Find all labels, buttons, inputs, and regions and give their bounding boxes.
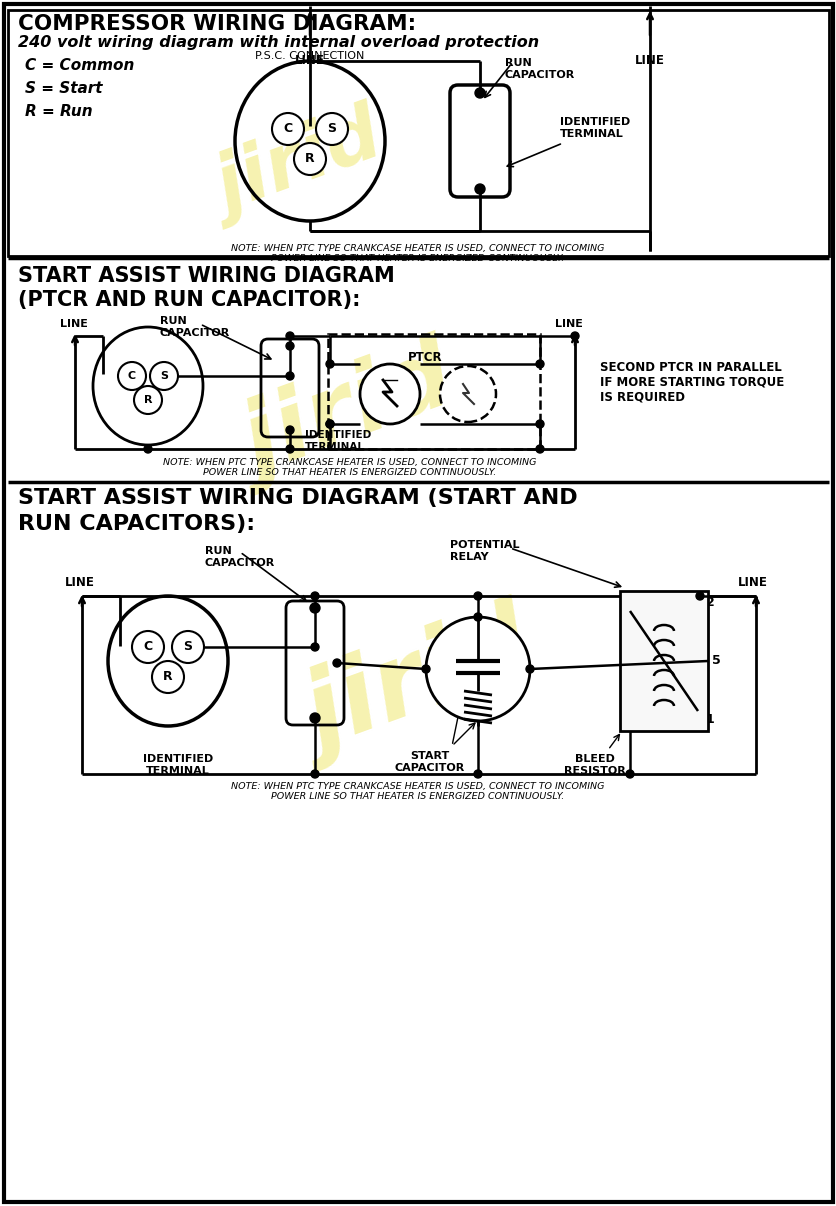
Bar [8,10,828,256]
Text: R: R [163,671,172,684]
Text: NOTE: WHEN PTC TYPE CRANKCASE HEATER IS USED, CONNECT TO INCOMING
POWER LINE SO : NOTE: WHEN PTC TYPE CRANKCASE HEATER IS … [231,781,604,802]
Text: SECOND PTCR IN PARALLEL
IF MORE STARTING TORQUE
IS REQUIRED: SECOND PTCR IN PARALLEL IF MORE STARTING… [599,361,783,404]
Circle shape [144,445,152,453]
Text: R = Run: R = Run [25,104,93,119]
Text: 5: 5 [711,655,720,667]
Text: RUN
CAPACITOR: RUN CAPACITOR [504,58,574,80]
Circle shape [311,592,319,601]
Circle shape [286,445,293,453]
Text: START ASSIST WIRING DIAGRAM: START ASSIST WIRING DIAGRAM [18,267,395,286]
Text: C: C [143,640,152,654]
Circle shape [535,420,543,428]
Circle shape [309,603,319,613]
Text: C: C [128,371,136,381]
Text: LINE: LINE [554,320,582,329]
Circle shape [132,631,164,663]
Text: S: S [160,371,168,381]
Circle shape [311,769,319,778]
Circle shape [421,665,430,673]
Text: IDENTIFIED
TERMINAL: IDENTIFIED TERMINAL [143,754,213,775]
Circle shape [293,144,325,175]
Circle shape [134,386,162,414]
Text: jirid: jirid [206,101,393,230]
Circle shape [535,361,543,368]
Text: COMPRESSOR WIRING DIAGRAM:: COMPRESSOR WIRING DIAGRAM: [18,14,415,34]
Text: NOTE: WHEN PTC TYPE CRANKCASE HEATER IS USED, CONNECT TO INCOMING
POWER LINE SO : NOTE: WHEN PTC TYPE CRANKCASE HEATER IS … [231,244,604,263]
Text: S = Start: S = Start [25,81,102,96]
Text: S: S [183,640,192,654]
Circle shape [475,88,484,98]
Circle shape [473,613,482,621]
Text: R: R [305,152,314,165]
Circle shape [286,426,293,434]
Circle shape [311,643,319,651]
Text: C: C [283,123,293,135]
Text: LINE: LINE [295,54,324,68]
Text: START
CAPACITOR: START CAPACITOR [395,751,465,773]
Text: RUN CAPACITORS):: RUN CAPACITORS): [18,514,255,534]
Text: IDENTIFIED
TERMINAL: IDENTIFIED TERMINAL [559,117,630,139]
Circle shape [426,617,529,721]
Circle shape [325,420,334,428]
Bar [328,334,539,449]
Text: (PTCR AND RUN CAPACITOR):: (PTCR AND RUN CAPACITOR): [18,289,360,310]
Text: P.S.C. CONNECTION: P.S.C. CONNECTION [255,51,364,62]
Text: jirid: jirid [232,334,468,497]
Text: 2: 2 [705,596,714,609]
Circle shape [150,362,178,390]
Text: LINE: LINE [737,576,767,590]
Circle shape [309,713,319,724]
Text: LINE: LINE [635,54,664,68]
Circle shape [286,371,293,380]
Circle shape [325,420,334,428]
Text: IDENTIFIED
TERMINAL: IDENTIFIED TERMINAL [304,431,371,451]
Circle shape [473,769,482,778]
Circle shape [696,592,703,601]
Circle shape [325,361,334,368]
Circle shape [286,343,293,350]
Circle shape [118,362,145,390]
Text: BLEED
RESISTOR: BLEED RESISTOR [563,754,625,775]
Circle shape [286,332,293,340]
Circle shape [272,113,303,145]
Circle shape [316,113,348,145]
Circle shape [152,661,184,693]
Text: C = Common: C = Common [25,58,135,74]
Text: LINE: LINE [60,320,88,329]
Text: 240 volt wiring diagram with internal overload protection: 240 volt wiring diagram with internal ov… [18,35,538,49]
Circle shape [333,658,340,667]
Text: RUN
CAPACITOR: RUN CAPACITOR [205,546,275,568]
Text: S: S [327,123,336,135]
Text: POTENTIAL
RELAY: POTENTIAL RELAY [450,540,519,562]
Text: LINE: LINE [65,576,94,590]
Circle shape [359,364,420,425]
Circle shape [171,631,204,663]
Circle shape [525,665,533,673]
Text: RUN
CAPACITOR: RUN CAPACITOR [160,316,230,338]
Circle shape [440,365,496,422]
Text: NOTE: WHEN PTC TYPE CRANKCASE HEATER IS USED, CONNECT TO INCOMING
POWER LINE SO : NOTE: WHEN PTC TYPE CRANKCASE HEATER IS … [163,458,536,478]
Bar [619,591,707,731]
Circle shape [625,769,633,778]
Text: START ASSIST WIRING DIAGRAM (START AND: START ASSIST WIRING DIAGRAM (START AND [18,488,577,508]
Circle shape [570,332,579,340]
Text: R: R [144,396,152,405]
Text: 1: 1 [705,713,714,726]
Circle shape [473,592,482,601]
Circle shape [475,185,484,194]
Circle shape [535,445,543,453]
Text: jirid: jirid [293,598,546,773]
Text: PTCR: PTCR [407,351,442,364]
